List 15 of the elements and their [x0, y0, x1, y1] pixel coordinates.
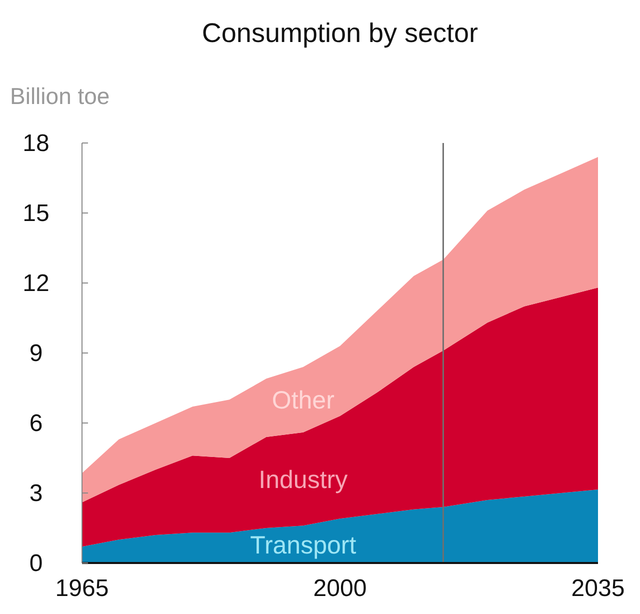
y-tick-label: 15: [22, 200, 50, 227]
y-axis-title: Billion toe: [10, 83, 110, 109]
y-tick-label: 6: [29, 410, 43, 437]
x-tick-label: 1965: [55, 575, 109, 602]
x-tick-label: 2035: [571, 575, 625, 602]
y-tick-label: 3: [29, 480, 43, 507]
chart-title: Consumption by sector: [202, 18, 478, 48]
y-tick-label: 9: [29, 340, 43, 367]
y-tick-label: 0: [29, 550, 43, 577]
series-label: Transport: [250, 531, 356, 560]
y-tick-label: 12: [22, 270, 50, 297]
series-label: Industry: [258, 466, 348, 494]
series-label: Other: [272, 386, 334, 415]
x-tick-label: 2000: [313, 575, 367, 602]
y-tick-label: 18: [22, 130, 50, 157]
